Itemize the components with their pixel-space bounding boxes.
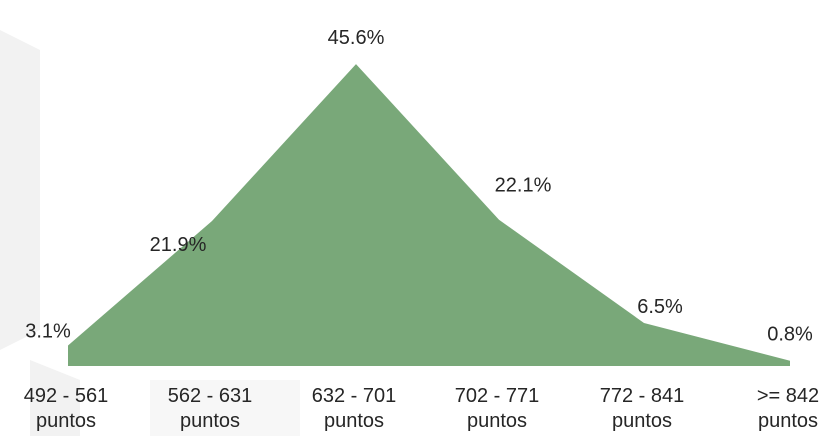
- area-series: [68, 64, 790, 366]
- data-label: 21.9%: [150, 234, 207, 256]
- data-label: 0.8%: [767, 324, 813, 346]
- x-tick-label: >= 842 puntos: [757, 385, 819, 432]
- data-label: 22.1%: [495, 175, 552, 197]
- x-tick-label: 562 - 631 puntos: [168, 385, 253, 432]
- data-label: 45.6%: [328, 27, 385, 49]
- data-labels: 3.1% 21.9% 45.6% 22.1% 6.5% 0.8%: [25, 27, 813, 346]
- x-tick-label: 492 - 561 puntos: [24, 385, 109, 432]
- data-label: 3.1%: [25, 321, 71, 343]
- x-tick-label: 702 - 771 puntos: [455, 385, 540, 432]
- plot-area: [68, 64, 790, 366]
- data-label: 6.5%: [637, 296, 683, 318]
- x-axis-tick-labels: 492 - 561 puntos 562 - 631 puntos 632 - 701 p…: [24, 385, 819, 432]
- x-tick-label: 772 - 841 puntos: [600, 385, 685, 432]
- background-decoration: [0, 30, 300, 436]
- x-tick-label: 632 - 701 puntos: [312, 385, 397, 432]
